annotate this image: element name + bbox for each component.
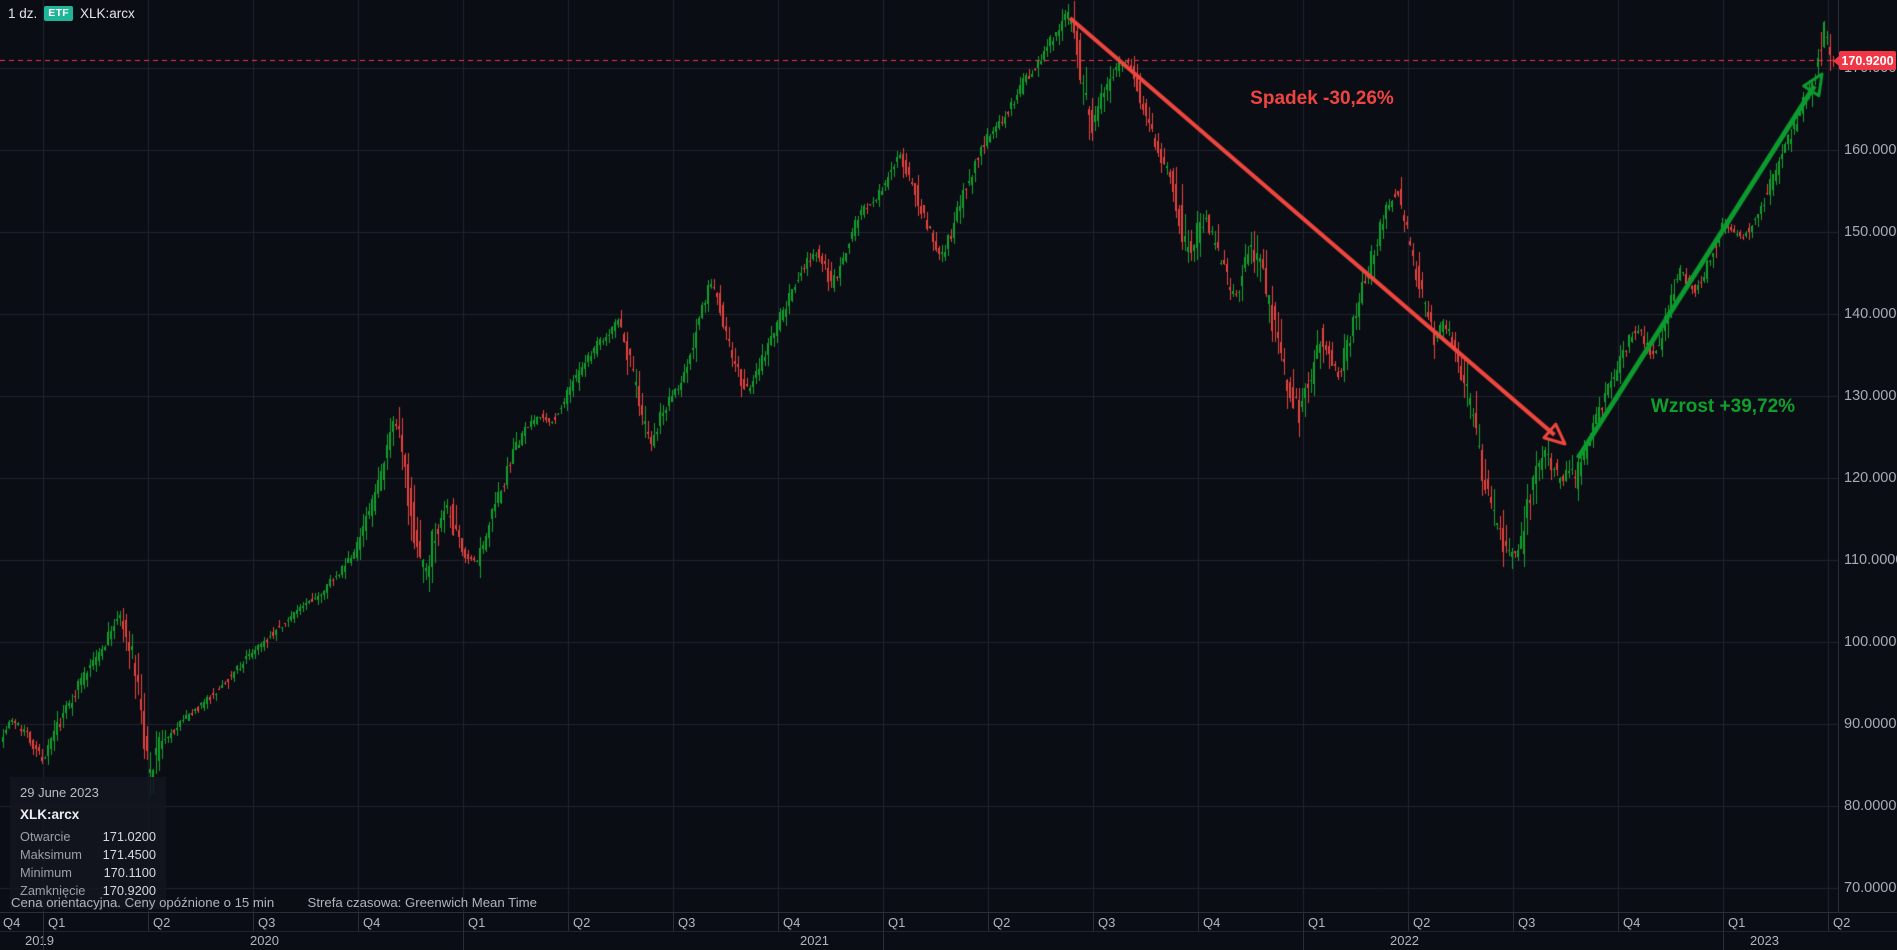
year-divider	[43, 931, 44, 950]
tooltip-row: Otwarcie 171.0200	[20, 828, 156, 846]
quarter-tick	[1828, 913, 1829, 931]
price-axis[interactable]: 170.0000160.0000150.0000140.0000130.0000…	[1838, 0, 1897, 912]
year-label: 2023	[1750, 933, 1779, 948]
year-divider	[1723, 931, 1724, 950]
tooltip-date: 29 June 2023	[20, 785, 99, 800]
quarter-label: Q2	[573, 915, 591, 930]
quarter-label: Q4	[363, 915, 381, 930]
tooltip-row-label: Zamknięcie	[20, 883, 86, 898]
tooltip-row-value: 170.1100	[103, 865, 156, 880]
quarter-tick	[1303, 913, 1304, 931]
quarter-label: Q1	[1728, 915, 1746, 930]
quarter-tick	[988, 913, 989, 931]
ohlc-tooltip: 29 June 2023 XLK:arcx Otwarcie 171.0200 Ma…	[10, 777, 166, 909]
tooltip-symbol: XLK:arcx	[20, 807, 80, 822]
price-tick-label: 110.0000	[1844, 552, 1897, 568]
quarter-label: Q2	[993, 915, 1011, 930]
price-tick-label: 130.0000	[1844, 388, 1897, 404]
quarter-label: Q2	[1833, 915, 1851, 930]
tooltip-rows: Otwarcie 171.0200 Maksimum 171.4500 Minimum 1…	[20, 828, 156, 900]
quarter-label: Q3	[258, 915, 276, 930]
current-price-badge: 170.9200	[1833, 51, 1896, 70]
quarter-label: Q1	[888, 915, 906, 930]
quarter-tick	[778, 913, 779, 931]
quarter-tick	[1093, 913, 1094, 931]
quarter-tick	[1408, 913, 1409, 931]
rise-annotation[interactable]: Wzrost +39,72%	[1650, 396, 1796, 417]
timeframe-label[interactable]: 1 dz.	[8, 6, 38, 21]
tooltip-row: Maksimum 171.4500	[20, 846, 156, 864]
year-label: 2022	[1390, 933, 1419, 948]
price-tick-label: 150.0000	[1844, 224, 1897, 240]
quarter-label: Q1	[1308, 915, 1326, 930]
quarter-tick	[148, 913, 149, 931]
price-tick-label: 160.0000	[1844, 142, 1897, 158]
tooltip-row-label: Minimum	[20, 865, 72, 880]
delayed-data-notice: Cena orientacyjna. Ceny opóźnione o 15 m…	[11, 895, 275, 910]
price-tick-label: 70.0000	[1844, 880, 1897, 896]
etf-type-badge: ETF	[44, 6, 74, 21]
tooltip-row-label: Otwarcie	[20, 829, 71, 844]
price-tick-label: 90.0000	[1844, 716, 1897, 732]
quarter-label: Q2	[153, 915, 171, 930]
quarter-tick	[463, 913, 464, 931]
time-axis[interactable]: Q4 Q1 Q2 Q3 Q4 Q1 Q2 Q3 Q4 Q1 Q2 Q3 Q4 Q1 Q2 Q3 Q4 Q1 Q2 20…	[0, 912, 1897, 950]
timezone-notice: Strefa czasowa: Greenwich Mean Time	[307, 895, 537, 910]
price-tick-label: 140.0000	[1844, 306, 1897, 322]
symbol-label[interactable]: XLK:arcx	[80, 6, 135, 21]
chart-legend: 1 dz. ETF XLK:arcx	[8, 6, 135, 21]
price-badge-notch	[1833, 55, 1839, 66]
quarter-label: Q4	[1623, 915, 1641, 930]
tooltip-row-value: 171.0200	[102, 829, 156, 844]
quarter-tick	[1618, 913, 1619, 931]
tooltip-row: Zamknięcie 170.9200	[20, 882, 156, 900]
quarter-tick	[883, 913, 884, 931]
tooltip-row-value: 170.9200	[102, 883, 156, 898]
quarter-tick	[673, 913, 674, 931]
quarter-tick	[1723, 913, 1724, 931]
price-tick-label: 100.0000	[1844, 634, 1897, 650]
year-divider	[463, 931, 464, 950]
quarter-tick	[1198, 913, 1199, 931]
quarter-label: Q3	[1518, 915, 1536, 930]
candlestick-canvas[interactable]	[0, 0, 1838, 912]
quarter-label: Q4	[3, 915, 21, 930]
quarter-label: Q4	[1203, 915, 1221, 930]
price-tick-label: 80.0000	[1844, 798, 1897, 814]
quarter-tick	[1513, 913, 1514, 931]
time-axis-row-divider	[0, 931, 1897, 932]
quarter-label: Q1	[48, 915, 66, 930]
status-bar: Cena orientacyjna. Ceny opóźnione o 15 m…	[11, 895, 537, 910]
quarter-tick	[253, 913, 254, 931]
quarter-label: Q1	[468, 915, 486, 930]
year-label: 2021	[800, 933, 829, 948]
year-divider	[1303, 931, 1304, 950]
decline-annotation[interactable]: Spadek -30,26%	[1250, 88, 1394, 109]
year-label: 2020	[250, 933, 279, 948]
year-divider	[883, 931, 884, 950]
quarter-label: Q3	[1098, 915, 1116, 930]
tooltip-row-label: Maksimum	[20, 847, 82, 862]
tooltip-row: Minimum 170.1100	[20, 864, 156, 882]
quarter-label: Q4	[783, 915, 801, 930]
quarter-label: Q3	[678, 915, 696, 930]
year-label: 2019	[25, 933, 54, 948]
quarter-label: Q2	[1413, 915, 1431, 930]
quarter-tick	[43, 913, 44, 931]
quarter-tick	[358, 913, 359, 931]
price-badge-value: 170.9200	[1841, 53, 1894, 68]
tooltip-row-value: 171.4500	[102, 847, 156, 862]
quarter-tick	[568, 913, 569, 931]
price-tick-label: 120.0000	[1844, 470, 1897, 486]
